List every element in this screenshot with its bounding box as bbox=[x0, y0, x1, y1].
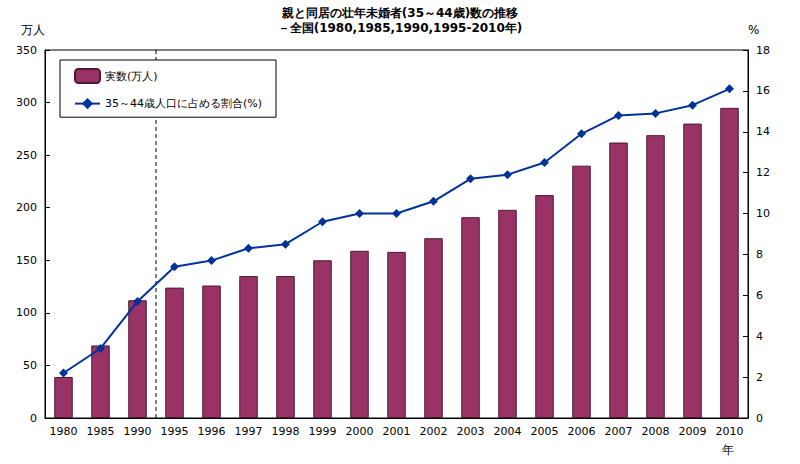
svg-text:350: 350 bbox=[16, 44, 37, 57]
svg-text:35～44歳人口に占める割合(%): 35～44歳人口に占める割合(%) bbox=[105, 97, 262, 110]
svg-text:100: 100 bbox=[16, 306, 37, 319]
svg-text:2010: 2010 bbox=[716, 425, 744, 438]
svg-text:－全国(1980,1985,1990,1995-2010年): －全国(1980,1985,1990,1995-2010年) bbox=[278, 21, 523, 35]
svg-text:250: 250 bbox=[16, 149, 37, 162]
svg-text:150: 150 bbox=[16, 254, 37, 267]
svg-text:2007: 2007 bbox=[605, 425, 633, 438]
svg-text:2003: 2003 bbox=[457, 425, 485, 438]
svg-text:1999: 1999 bbox=[309, 425, 337, 438]
svg-text:8: 8 bbox=[756, 248, 763, 261]
svg-text:300: 300 bbox=[16, 96, 37, 109]
svg-text:18: 18 bbox=[756, 44, 770, 57]
svg-text:200: 200 bbox=[16, 201, 37, 214]
svg-text:年: 年 bbox=[722, 443, 734, 457]
svg-text:実数(万人): 実数(万人) bbox=[105, 70, 158, 83]
svg-text:1998: 1998 bbox=[272, 425, 300, 438]
svg-text:2001: 2001 bbox=[383, 425, 411, 438]
svg-text:2000: 2000 bbox=[346, 425, 374, 438]
svg-text:50: 50 bbox=[23, 359, 37, 372]
svg-text:1985: 1985 bbox=[87, 425, 115, 438]
svg-text:6: 6 bbox=[756, 289, 763, 302]
svg-text:12: 12 bbox=[756, 166, 770, 179]
svg-text:1997: 1997 bbox=[235, 425, 263, 438]
svg-text:4: 4 bbox=[756, 330, 763, 343]
svg-text:2: 2 bbox=[756, 371, 763, 384]
svg-text:0: 0 bbox=[756, 412, 763, 425]
svg-text:1995: 1995 bbox=[161, 425, 189, 438]
svg-text:2005: 2005 bbox=[531, 425, 559, 438]
svg-text:0: 0 bbox=[30, 412, 37, 425]
svg-text:2009: 2009 bbox=[679, 425, 707, 438]
svg-text:%: % bbox=[748, 23, 759, 37]
svg-text:親と同居の壮年未婚者(35～44歳)数の推移: 親と同居の壮年未婚者(35～44歳)数の推移 bbox=[281, 6, 518, 20]
svg-text:2002: 2002 bbox=[420, 425, 448, 438]
svg-text:14: 14 bbox=[756, 125, 770, 138]
svg-text:1980: 1980 bbox=[50, 425, 78, 438]
svg-text:1996: 1996 bbox=[198, 425, 226, 438]
svg-text:2008: 2008 bbox=[642, 425, 670, 438]
svg-text:万人: 万人 bbox=[21, 23, 45, 37]
svg-text:16: 16 bbox=[756, 84, 770, 97]
svg-text:10: 10 bbox=[756, 207, 770, 220]
svg-text:1990: 1990 bbox=[124, 425, 152, 438]
svg-text:2004: 2004 bbox=[494, 425, 522, 438]
svg-text:2006: 2006 bbox=[568, 425, 596, 438]
